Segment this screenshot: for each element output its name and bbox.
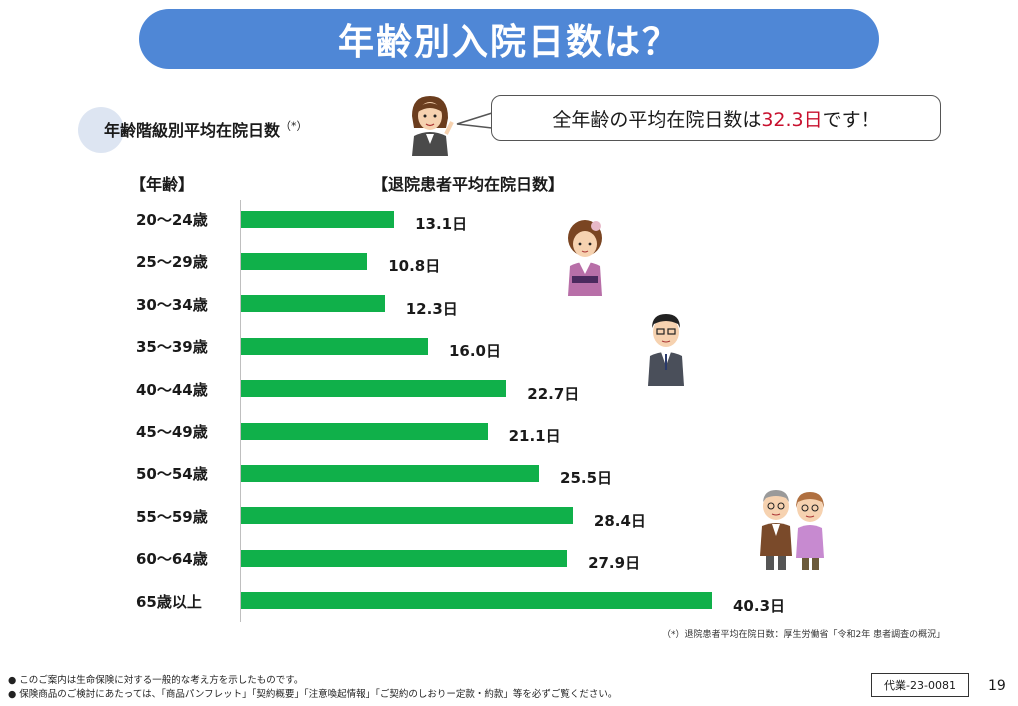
businessman-glasses-illustration-icon: [648, 314, 684, 386]
value-label: 40.3日: [733, 596, 786, 615]
value-label: 27.9日: [588, 554, 641, 573]
bar: [241, 592, 712, 610]
value-label: 21.1日: [508, 427, 561, 445]
bar: [241, 464, 540, 482]
chart-axis-line: [240, 200, 241, 622]
title-banner: 年齢別入院日数は？: [139, 9, 879, 69]
bubble-text-suffix: です！: [822, 108, 880, 131]
young-woman-kimono-illustration-icon: [568, 220, 602, 296]
speech-bubble: 全年齢の平均在院日数は 32.3日 です！: [491, 95, 941, 141]
category-label: 20～24歳: [136, 211, 208, 229]
category-label: 45～49歳: [136, 423, 208, 441]
value-label: 12.3日: [405, 299, 458, 318]
chart-subtitle: 年齢階級別平均在院日数（*）: [104, 117, 308, 141]
bar: [241, 295, 385, 313]
bar: [241, 337, 428, 355]
value-label: 16.0日: [448, 342, 501, 361]
chart-subtitle-text: 年齢階級別平均在院日数: [104, 121, 281, 140]
value-label: 25.5日: [560, 469, 613, 488]
category-label: 35～39歳: [136, 338, 208, 357]
disclaimer-line-2: ● 保険商品のご検討にあたっては、「商品パンフレット」「契約概要」「注意喚起情報…: [8, 689, 618, 700]
category-label: 25～29歳: [136, 253, 208, 272]
bar: [241, 380, 507, 398]
subtitle-circle-decoration: [78, 107, 124, 153]
category-label: 60～64歳: [136, 550, 208, 569]
value-label: 13.1日: [415, 215, 468, 233]
businesswoman-illustration-icon: [412, 96, 454, 156]
category-label: 50～54歳: [136, 465, 208, 484]
page-title: 年齢別入院日数は？: [337, 22, 680, 63]
category-label: 40～44歳: [136, 380, 208, 399]
senior-couple-illustration-icon: [760, 490, 824, 570]
category-label: 55～59歳: [136, 507, 208, 526]
bar: [241, 507, 573, 525]
bar: [241, 549, 568, 567]
bar: [241, 422, 488, 440]
disclaimer-line-1: ● このご案内は生命保険に対する一般的な考え方を示したものです。: [8, 675, 304, 686]
value-label: 28.4日: [593, 511, 646, 530]
bar: [241, 252, 368, 270]
bubble-text-prefix: 全年齢の平均在院日数は: [552, 108, 762, 131]
value-label: 10.8日: [388, 257, 441, 276]
document-code-box: 代業-23-0081: [871, 673, 969, 697]
age-column-header: 【年齢】: [130, 175, 195, 194]
subtitle-note-mark: （*）: [280, 119, 308, 133]
page-number: 19: [988, 678, 1006, 694]
average-days-value: 32.3日: [761, 108, 823, 131]
days-column-header: 【退院患者平均在院日数】: [372, 175, 565, 194]
value-label: 22.7日: [527, 384, 580, 403]
category-label: 30～34歳: [136, 295, 208, 314]
speech-bubble-tail: [456, 112, 493, 129]
category-label: 65歳以上: [136, 592, 202, 611]
source-footnote: （*）退院患者平均在院日数：厚生労働省「令和2年 患者調査の概況」: [662, 630, 946, 640]
bar: [241, 210, 395, 228]
